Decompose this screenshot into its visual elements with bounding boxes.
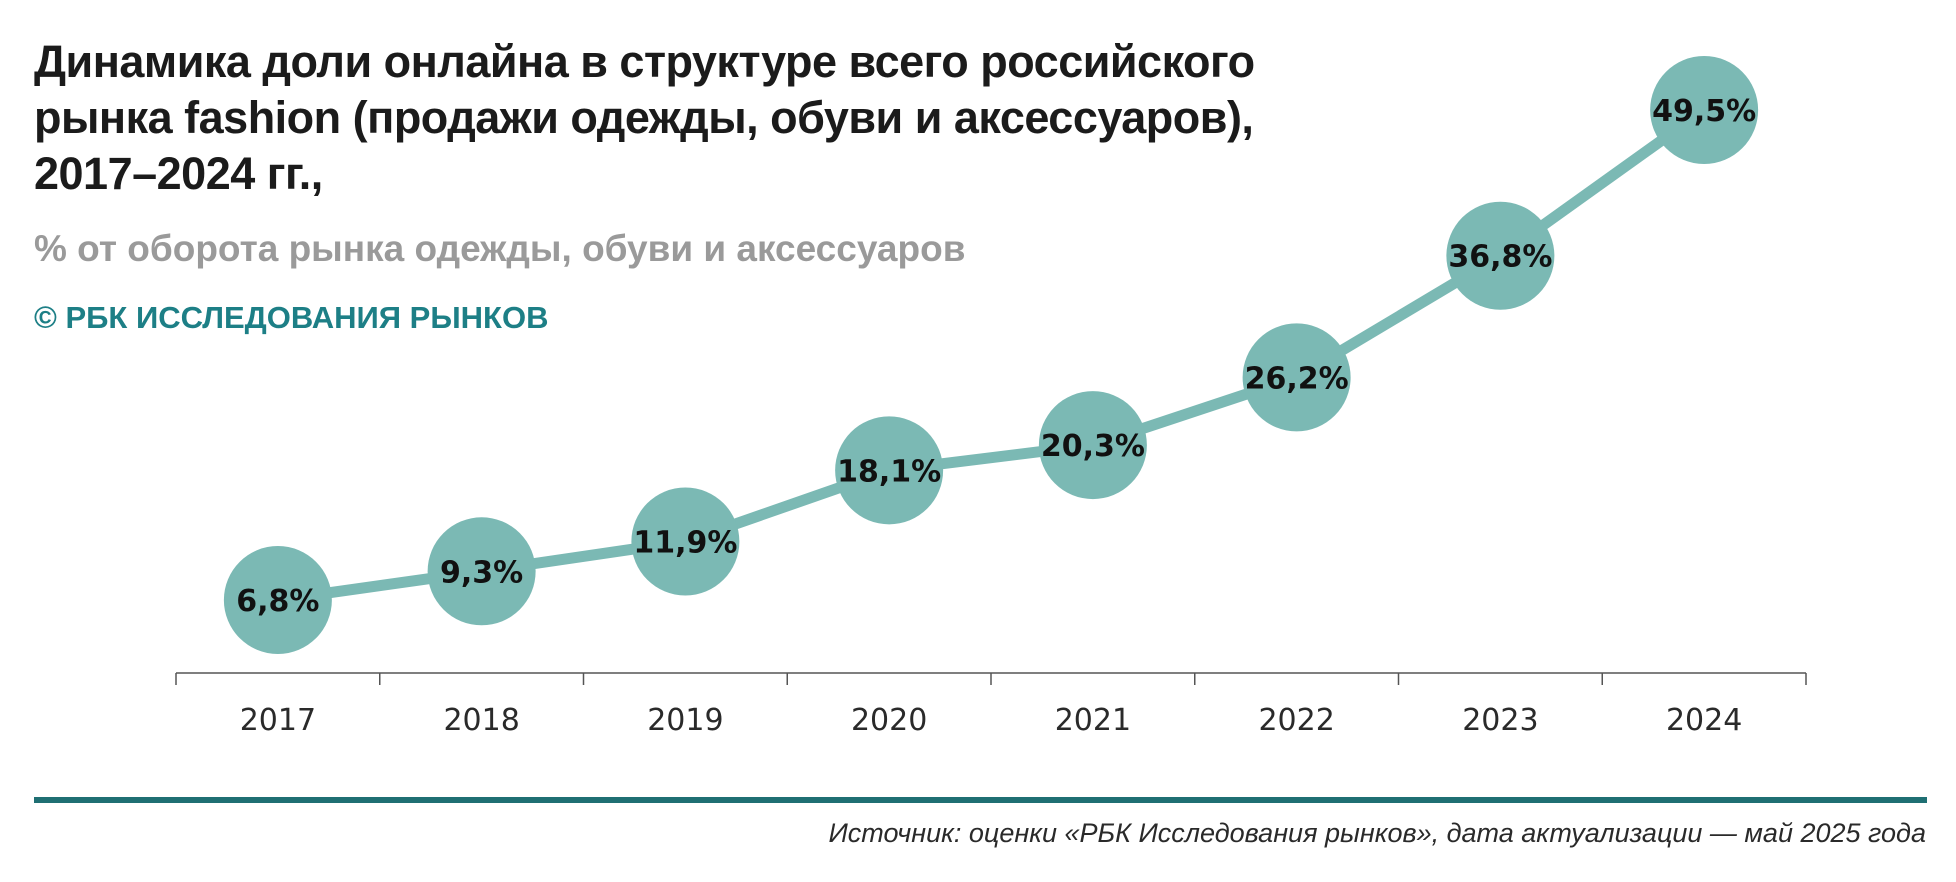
data-points: 6,8% 9,3% 11,9% 18,1% 20,3% 26,2% 36,8% 49,5% bbox=[223, 56, 1759, 654]
source-note: Источник: оценки «РБК Исследования рынко… bbox=[828, 818, 1926, 848]
x-axis-ticks bbox=[175, 673, 1807, 685]
data-point: 49,5% bbox=[1650, 56, 1759, 164]
x-tick-label: 2024 bbox=[1666, 703, 1742, 738]
x-tick-label: 2022 bbox=[1258, 703, 1334, 738]
footer-divider bbox=[34, 797, 1927, 803]
data-point-marker bbox=[631, 487, 740, 596]
data-point-marker bbox=[223, 546, 332, 654]
data-point-marker bbox=[835, 416, 944, 525]
x-tick-label: 2021 bbox=[1055, 703, 1131, 738]
data-point: 9,3% bbox=[427, 517, 536, 626]
x-tick-label: 2018 bbox=[443, 703, 519, 738]
data-point: 6,8% bbox=[223, 546, 332, 654]
data-label: 11,9% bbox=[633, 525, 737, 560]
x-tick-labels: 2017 2018 2019 2020 2021 2022 2023 2024 bbox=[240, 703, 1743, 738]
data-label: 36,8% bbox=[1448, 240, 1552, 275]
x-tick-label: 2023 bbox=[1462, 703, 1538, 738]
data-point-marker bbox=[1650, 56, 1759, 164]
data-point-marker bbox=[1446, 201, 1555, 310]
data-point: 20,3% bbox=[1038, 391, 1147, 500]
chart-subtitle: % от оборота рынка одежды, обуви и аксес… bbox=[34, 228, 966, 269]
copyright-label: © РБК ИССЛЕДОВАНИЯ РЫНКОВ bbox=[34, 300, 549, 335]
data-point-marker bbox=[427, 517, 536, 626]
x-tick-label: 2020 bbox=[851, 703, 927, 738]
data-point: 26,2% bbox=[1242, 323, 1351, 432]
data-point: 18,1% bbox=[835, 416, 944, 525]
x-tick-label: 2017 bbox=[240, 703, 316, 738]
data-point-marker bbox=[1038, 391, 1147, 500]
data-label: 26,2% bbox=[1245, 361, 1349, 396]
data-point-marker bbox=[1242, 323, 1351, 432]
chart-title: Динамика доли онлайна в структуре всего … bbox=[34, 36, 1255, 199]
data-label: 20,3% bbox=[1041, 429, 1145, 464]
line-chart: 6,8% 9,3% 11,9% 18,1% 20,3% 26,2% 36,8% 49,5% 2… bbox=[175, 56, 1807, 738]
data-label: 49,5% bbox=[1652, 94, 1756, 129]
data-point: 36,8% bbox=[1446, 201, 1555, 310]
data-point: 11,9% bbox=[631, 487, 740, 596]
data-label: 6,8% bbox=[236, 584, 319, 619]
data-label: 18,1% bbox=[837, 454, 941, 489]
x-tick-label: 2019 bbox=[647, 703, 723, 738]
data-label: 9,3% bbox=[440, 555, 523, 590]
